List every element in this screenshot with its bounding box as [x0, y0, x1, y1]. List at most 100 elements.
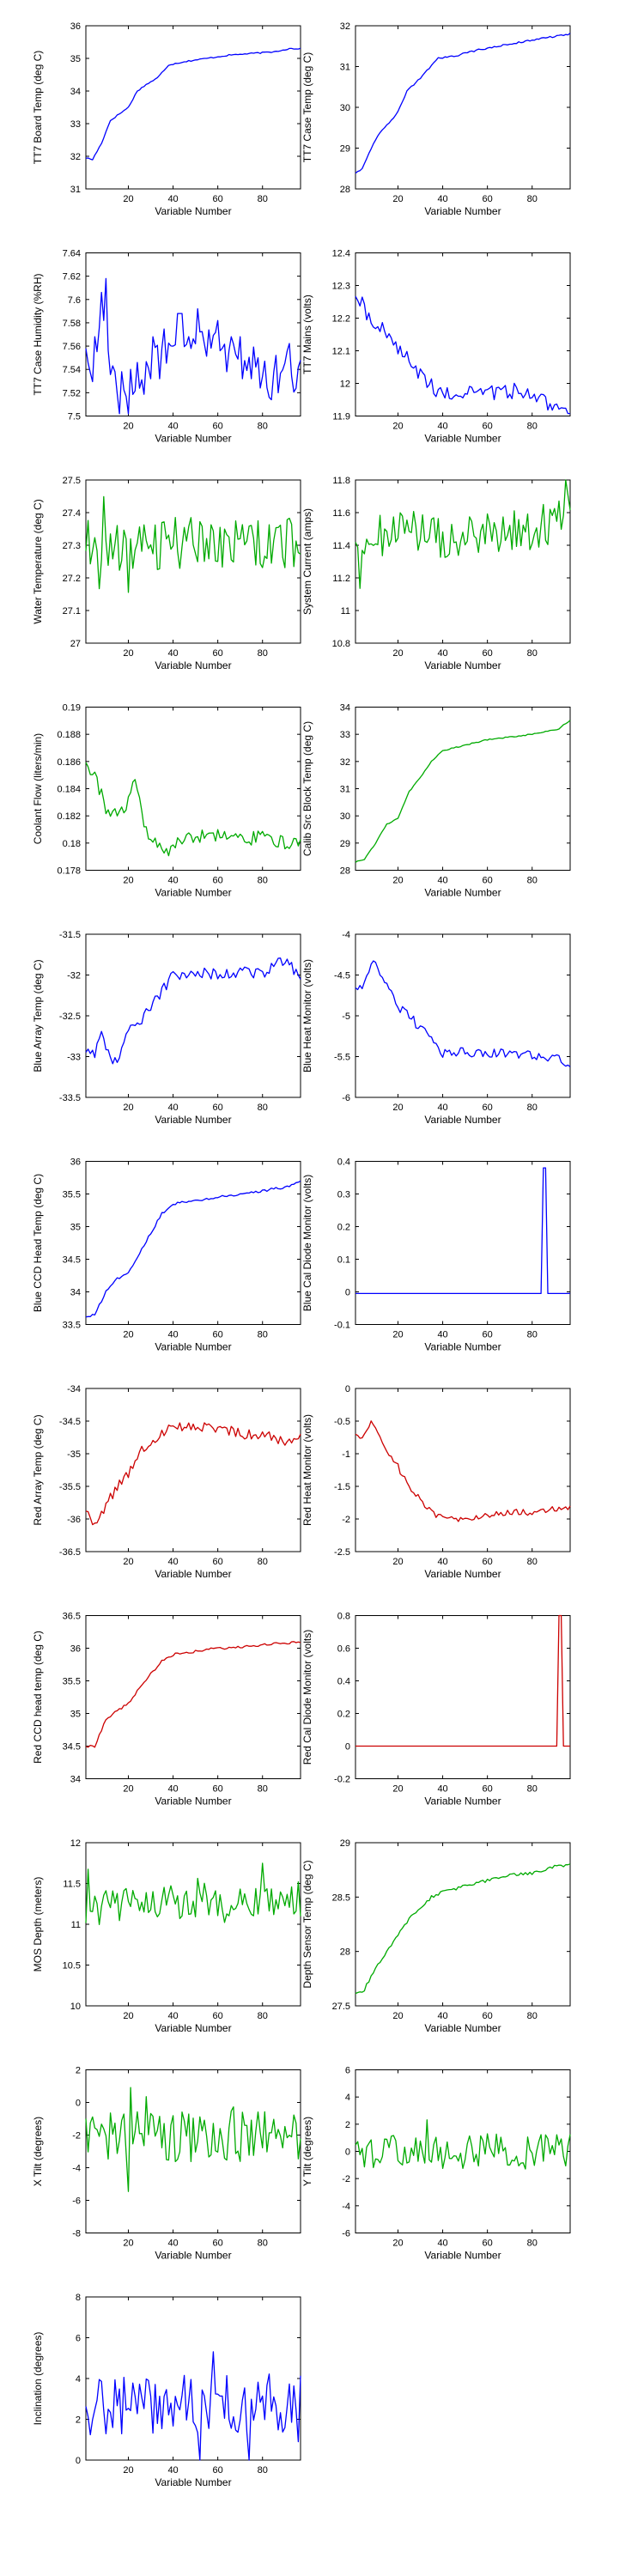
y-axis-label: Inclination (degrees) [32, 2332, 44, 2426]
plot-frame [85, 1161, 301, 1325]
y-tick-label: -34 [67, 1384, 81, 1394]
x-tick-label: 80 [258, 876, 268, 886]
x-tick-label: 40 [167, 1103, 178, 1113]
y-tick-label: 31 [340, 63, 350, 73]
y-tick-label: 0.8 [337, 1612, 350, 1622]
series-line [85, 1422, 301, 1526]
x-tick-label: 80 [527, 648, 538, 659]
y-tick-label: 34.5 [63, 1742, 81, 1753]
x-tick-label: 60 [483, 2239, 493, 2249]
x-tick-label: 60 [483, 194, 493, 204]
x-tick-label: 80 [527, 194, 538, 204]
x-tick-label: 60 [213, 2239, 223, 2249]
y-axis-label: Depth Sensor Temp (deg C) [301, 1860, 313, 1988]
x-tick-label: 40 [437, 2011, 447, 2021]
y-tick-label: 0 [345, 1288, 350, 1298]
y-tick-label: 33 [340, 730, 350, 740]
y-tick-label: 0.186 [57, 757, 81, 768]
chart-panel-7: 0.178 0.18 0.182 0.184 0.186 0.188 0.19 20 40 60 8… [32, 703, 301, 899]
series-line [355, 1420, 571, 1522]
x-tick-label: 80 [258, 1330, 268, 1340]
y-tick-label: -0.1 [334, 1321, 350, 1331]
chart-panel-21: 0 2 4 6 8 20 40 60 80 Variable Number Inclination … [32, 2293, 301, 2488]
y-tick-label: -36 [67, 1515, 81, 1525]
x-tick-label: 20 [123, 1784, 133, 1795]
chart-panel-16: -0.2 0 0.2 0.4 0.6 0.8 20 40 60 80 Variable Number… [301, 1612, 571, 1807]
y-tick-label: 12.1 [332, 347, 350, 357]
y-tick-label: -2 [342, 1515, 350, 1525]
x-axis-label: Variable Number [155, 2250, 231, 2262]
y-tick-label: 10 [70, 2002, 81, 2012]
y-tick-label: 32 [340, 21, 350, 32]
chart-panel-10: -6 -5.5 -5 -4.5 -4 20 40 60 80 Variable Number Blu… [301, 930, 571, 1126]
y-tick-label: 34.5 [63, 1255, 81, 1266]
y-tick-label: 31 [70, 185, 81, 195]
x-axis-label: Variable Number [155, 205, 231, 217]
y-tick-label: 0.178 [57, 866, 81, 877]
y-axis-label: TT7 Mains (volts) [301, 295, 313, 374]
x-tick-label: 20 [123, 194, 133, 204]
y-tick-label: -6 [72, 2196, 81, 2207]
y-tick-label: 0.4 [337, 1677, 350, 1687]
y-axis-label: Red Heat Monitor (volts) [301, 1414, 313, 1526]
x-tick-label: 20 [392, 648, 403, 659]
y-tick-label: 36 [70, 21, 81, 32]
y-tick-label: -0.2 [334, 1775, 350, 1785]
y-tick-label: 7.5 [68, 412, 81, 422]
series-line [85, 957, 301, 1065]
y-tick-label: 27.2 [63, 574, 81, 584]
x-tick-label: 80 [258, 648, 268, 659]
x-tick-label: 40 [437, 1103, 447, 1113]
x-tick-label: 20 [392, 1784, 403, 1795]
x-tick-label: 60 [213, 194, 223, 204]
plot-frame [85, 479, 301, 644]
x-tick-label: 40 [437, 1784, 447, 1795]
y-tick-label: 11.6 [332, 508, 350, 519]
x-tick-label: 60 [213, 1103, 223, 1113]
y-tick-label: 28.5 [332, 1893, 350, 1903]
y-tick-label: 33.5 [63, 1321, 81, 1331]
x-tick-label: 40 [437, 422, 447, 432]
y-tick-label: 35 [70, 1223, 81, 1233]
y-tick-label: 4 [345, 2093, 350, 2103]
x-axis-label: Variable Number [155, 1568, 231, 1580]
y-tick-label: -34.5 [59, 1417, 81, 1427]
x-tick-label: 20 [392, 1103, 403, 1113]
series-line [355, 295, 570, 415]
series-line [85, 47, 301, 161]
y-tick-label: 34 [70, 1288, 81, 1298]
x-tick-label: 60 [213, 422, 223, 432]
x-tick-label: 20 [123, 2011, 133, 2021]
x-tick-label: 40 [437, 2239, 447, 2249]
plot-frame [355, 252, 571, 416]
series-line [85, 1180, 301, 1318]
y-tick-label: 30 [340, 103, 350, 113]
y-axis-label: Coolant Flow (liters/min) [32, 733, 44, 844]
y-tick-label: 27.4 [63, 508, 81, 519]
y-tick-label: 0.2 [337, 1223, 350, 1233]
y-tick-label: 11.9 [332, 412, 350, 422]
x-tick-label: 80 [258, 1103, 268, 1113]
y-tick-label: 12 [70, 1838, 81, 1849]
series-line [355, 1614, 570, 1747]
y-tick-label: -6 [342, 1093, 350, 1103]
y-axis-label: TT7 Board Temp (deg C) [32, 51, 44, 165]
series-line [85, 762, 301, 857]
x-axis-label: Variable Number [424, 205, 501, 217]
x-tick-label: 60 [483, 2011, 493, 2021]
plot-frame [355, 1842, 571, 2007]
chart-panel-6: 10.8 11 11.2 11.4 11.6 11.8 20 40 60 80 Variable N… [301, 476, 571, 671]
y-tick-label: 11.5 [63, 1880, 81, 1890]
x-tick-label: 20 [392, 1557, 403, 1567]
y-tick-label: 12.2 [332, 314, 350, 325]
y-tick-label: 28 [340, 1947, 350, 1958]
x-tick-label: 40 [167, 2239, 178, 2249]
x-tick-label: 20 [392, 194, 403, 204]
y-tick-label: -2 [342, 2174, 350, 2184]
y-tick-label: -1.5 [334, 1482, 350, 1492]
y-tick-label: -5 [342, 1012, 350, 1022]
y-tick-label: -33.5 [59, 1093, 81, 1103]
series-line [85, 277, 301, 415]
series-line [85, 1862, 301, 1925]
y-tick-label: 32 [340, 757, 350, 768]
